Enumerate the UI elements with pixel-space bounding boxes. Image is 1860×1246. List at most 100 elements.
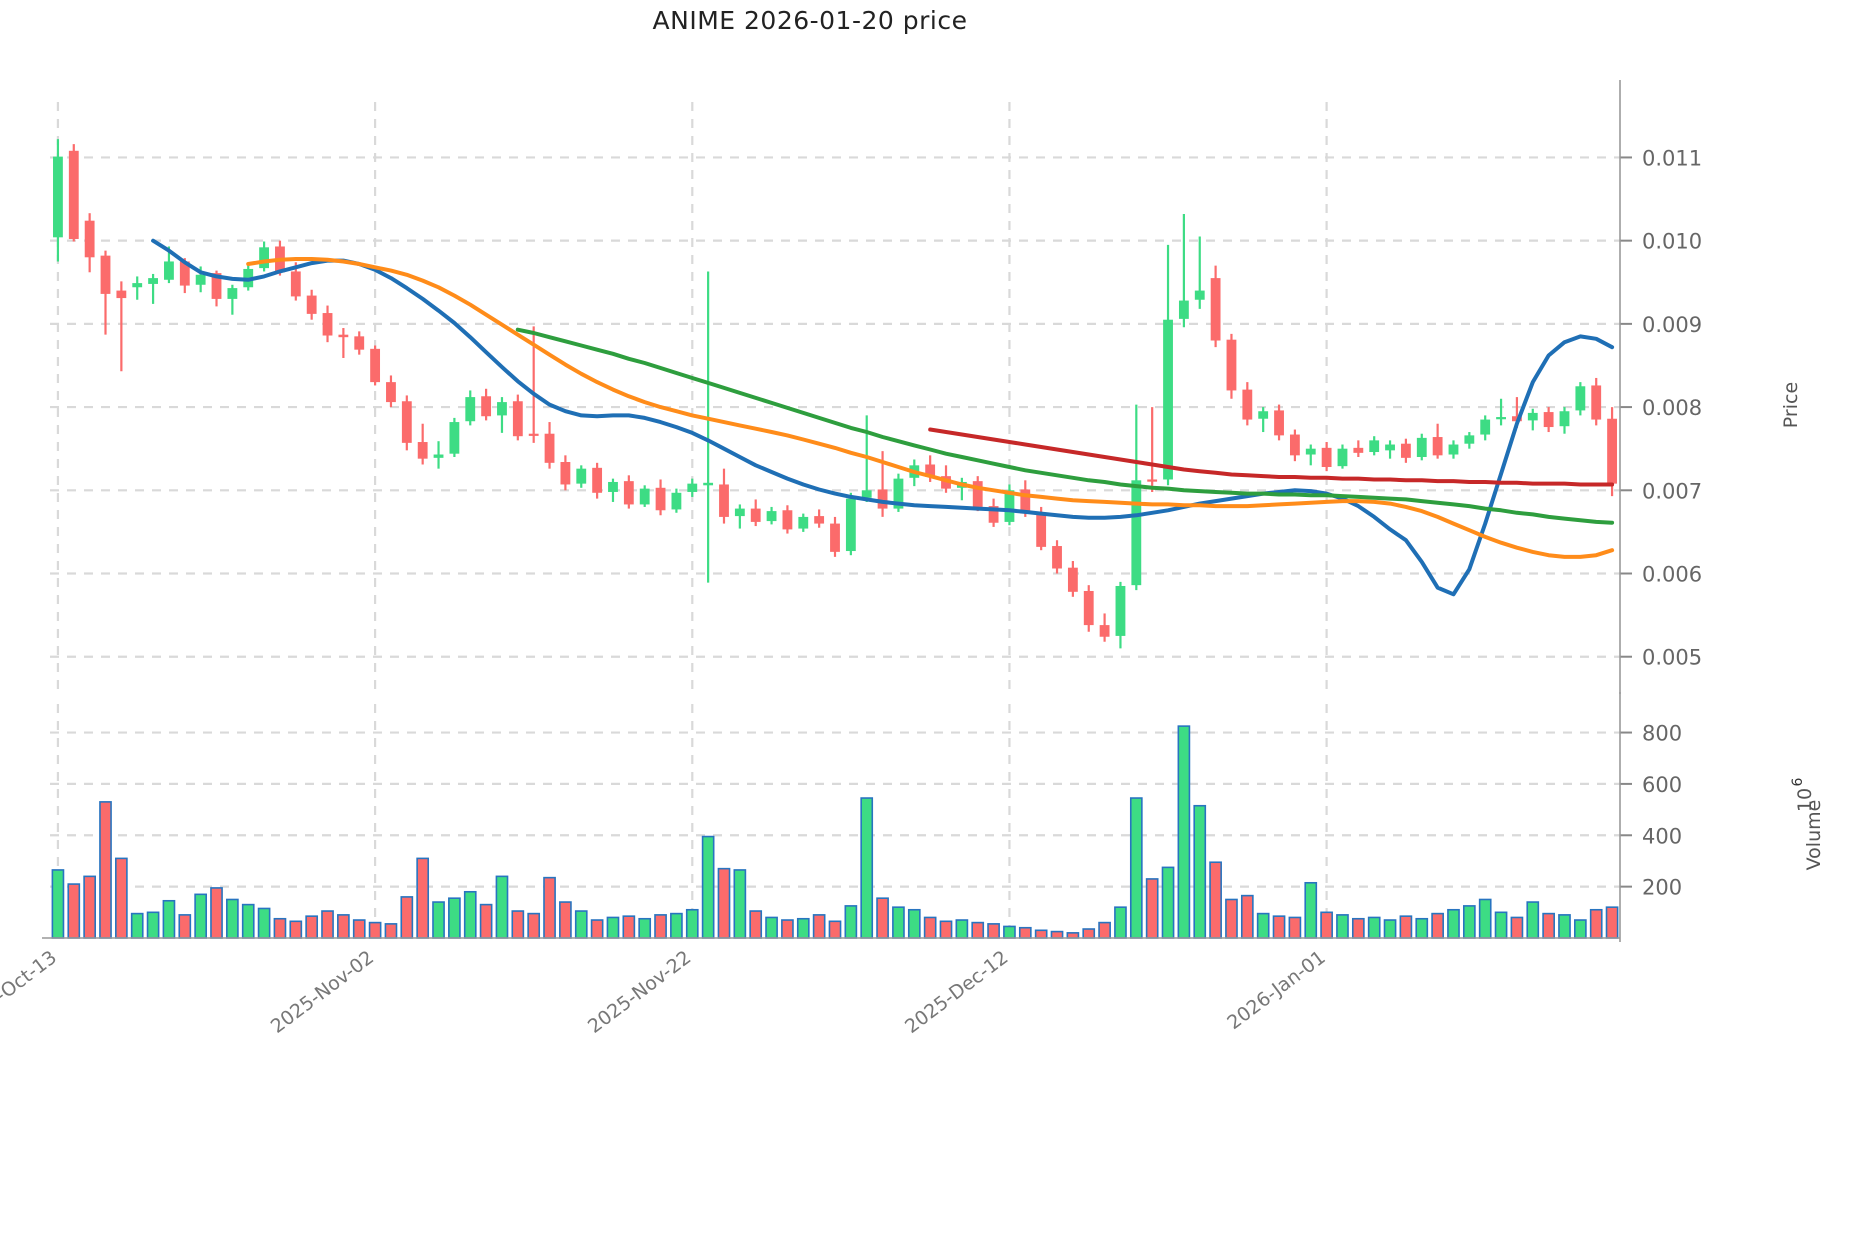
candle-body xyxy=(655,487,666,511)
candle-body xyxy=(1178,300,1189,319)
volume-bar xyxy=(115,857,128,939)
volume-bar xyxy=(606,916,620,939)
candle-body xyxy=(1020,489,1031,514)
candle-body xyxy=(845,498,856,552)
volume-bar xyxy=(1018,926,1032,939)
moving-average-layer xyxy=(151,238,1615,597)
x-tick-label: 2025-Nov-22 xyxy=(584,946,695,1037)
candle-body xyxy=(719,484,729,517)
candlestick xyxy=(417,423,428,465)
candlestick xyxy=(623,475,634,509)
price-tick-label: 0.005 xyxy=(1642,646,1702,670)
candle-body xyxy=(116,290,127,299)
candle-body xyxy=(1559,411,1570,427)
candlestick xyxy=(1099,613,1110,642)
candlestick xyxy=(639,485,650,507)
volume-axis-title: Volume xyxy=(1803,800,1825,871)
candle-body xyxy=(1147,479,1158,482)
volume-tick-label: 200 xyxy=(1642,876,1682,900)
volume-bar xyxy=(907,908,921,939)
candlestick xyxy=(512,394,523,441)
candle-body xyxy=(1591,385,1602,420)
candlestick xyxy=(1496,398,1506,426)
candlestick xyxy=(259,241,270,272)
candle-body xyxy=(132,283,143,288)
candle-body xyxy=(195,274,206,285)
candlestick xyxy=(1289,429,1300,462)
candlestick xyxy=(782,505,793,534)
ma-orange xyxy=(246,257,1615,559)
volume-bar xyxy=(955,919,969,939)
volume-bar xyxy=(622,915,636,939)
volume-bar xyxy=(1494,911,1508,939)
volume-scale-base: 10 xyxy=(1794,788,1816,812)
volume-bar xyxy=(1129,797,1143,939)
candle-body xyxy=(1400,443,1411,458)
candle-body xyxy=(290,271,301,297)
volume-bar xyxy=(1003,925,1016,939)
price-tick-label: 0.007 xyxy=(1642,479,1702,503)
volume-bar xyxy=(1256,912,1270,939)
candle-body xyxy=(766,511,777,522)
candle-body xyxy=(148,278,158,284)
candle-body xyxy=(306,295,317,314)
volume-bar xyxy=(1320,911,1333,939)
candle-body xyxy=(782,510,793,530)
volume-bar xyxy=(1589,908,1603,939)
candlestick xyxy=(544,422,555,469)
volume-bar xyxy=(749,910,763,939)
volume-bar xyxy=(1193,804,1207,939)
candlestick xyxy=(671,488,682,513)
candlestick xyxy=(1210,265,1221,348)
candlestick xyxy=(719,468,729,524)
x-tick-label: 2026-Jan-01 xyxy=(1223,946,1329,1034)
candle-body xyxy=(1226,339,1237,391)
axis-layer: 0.011 0.010 0.009 0.008 0.007 0.006 0.005 800 60… xyxy=(0,80,1825,1038)
candle-body xyxy=(1527,412,1538,421)
volume-bar xyxy=(1558,914,1571,939)
volume-bar xyxy=(1510,916,1524,939)
candlestick xyxy=(703,271,714,583)
volume-bar xyxy=(1478,898,1492,939)
candlestick xyxy=(1321,442,1332,472)
volume-bar xyxy=(670,912,683,939)
volume-bar xyxy=(257,907,271,939)
volume-bar xyxy=(1034,929,1048,939)
candle-body xyxy=(623,481,634,505)
volume-bar xyxy=(1050,930,1064,939)
volume-bar xyxy=(543,876,556,939)
candlestick xyxy=(354,331,365,355)
volume-bar xyxy=(812,914,826,939)
candle-body xyxy=(322,313,333,336)
candle-body xyxy=(814,516,825,524)
candlestick xyxy=(956,477,967,501)
volume-bar xyxy=(162,899,176,939)
candlestick xyxy=(1575,382,1586,416)
candle-body xyxy=(1067,567,1078,592)
candlestick xyxy=(798,513,809,532)
candlestick xyxy=(592,462,603,499)
volume-bar xyxy=(400,896,414,939)
candlestick xyxy=(1258,407,1269,433)
candlestick xyxy=(481,388,492,421)
candle-body xyxy=(1194,290,1205,300)
candlestick xyxy=(1242,382,1253,426)
volume-tick-label: 600 xyxy=(1642,773,1682,797)
volume-bar xyxy=(448,897,461,939)
volume-bar xyxy=(1605,906,1619,939)
candlestick xyxy=(1353,440,1364,458)
candle-body xyxy=(68,150,79,239)
candle-body xyxy=(703,482,714,486)
volume-bar xyxy=(1367,916,1381,939)
volume-bar xyxy=(590,919,604,939)
candlestick xyxy=(1305,444,1316,466)
volume-bar xyxy=(527,912,541,939)
candle-body xyxy=(1480,419,1491,435)
price-tick-label: 0.010 xyxy=(1642,230,1702,254)
volume-bar xyxy=(860,797,874,939)
candlestick xyxy=(750,499,761,527)
candle-body xyxy=(560,462,571,485)
volume-bar xyxy=(463,890,477,939)
volume-bar xyxy=(796,917,810,939)
